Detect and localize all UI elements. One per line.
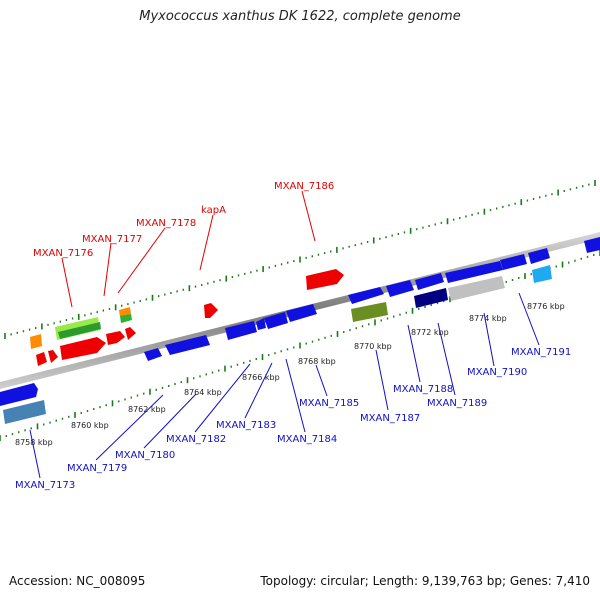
- gene-kapA[interactable]: [204, 303, 218, 318]
- kbp-label: 8762 kbp: [128, 405, 166, 414]
- gene-7187[interactable]: [351, 302, 388, 322]
- gene-label[interactable]: MXAN_7190: [467, 367, 527, 378]
- gene-7172[interactable]: [0, 383, 38, 406]
- accession-text: Accession: NC_008095: [9, 574, 146, 588]
- forward-gene-labels: MXAN_7176 MXAN_7177 MXAN_7178 kapA MXAN_…: [33, 181, 334, 259]
- gene-label[interactable]: MXAN_7191: [511, 347, 571, 358]
- kbp-label: 8758 kbp: [15, 438, 53, 447]
- gene-label[interactable]: MXAN_7179: [67, 463, 127, 474]
- kbp-label: 8764 kbp: [184, 388, 222, 397]
- genome-summary-text: Topology: circular; Length: 9,139,763 bp…: [260, 574, 590, 588]
- gene-label[interactable]: MXAN_7183: [216, 420, 276, 431]
- gene-kapA-b[interactable]: [120, 314, 132, 323]
- gene-label[interactable]: MXAN_7187: [360, 413, 420, 424]
- gene-label[interactable]: MXAN_7176: [33, 248, 93, 259]
- gene-7184[interactable]: [264, 312, 288, 329]
- gene-7188a[interactable]: [348, 287, 384, 304]
- gene-7183[interactable]: [256, 318, 266, 330]
- gene-7173[interactable]: [3, 400, 46, 424]
- gene-7175[interactable]: [36, 352, 47, 366]
- gene-7182[interactable]: [225, 321, 257, 340]
- kbp-label: 8768 kbp: [298, 357, 336, 366]
- kbp-label: 8774 kbp: [469, 314, 507, 323]
- gene-label[interactable]: MXAN_7178: [136, 218, 196, 229]
- gene-7178[interactable]: [106, 331, 125, 345]
- reverse-label-connectors: [29, 292, 540, 479]
- gene-7175b[interactable]: [48, 350, 58, 363]
- forward-label-connectors: [61, 190, 316, 308]
- kbp-label: 8776 kbp: [527, 302, 565, 311]
- gene-7174[interactable]: [30, 334, 42, 349]
- forward-genes: [30, 269, 344, 366]
- gene-7190a[interactable]: [445, 261, 503, 283]
- kbp-label: 8766 kbp: [242, 373, 280, 382]
- gene-label[interactable]: MXAN_7186: [274, 181, 334, 192]
- gene-7191b[interactable]: [528, 248, 550, 264]
- gene-label[interactable]: MXAN_7188: [393, 384, 453, 395]
- gene-7191c[interactable]: [532, 265, 552, 283]
- gene-label[interactable]: MXAN_7185: [299, 398, 359, 409]
- kbp-label: 8772 kbp: [411, 328, 449, 337]
- map-title: Myxococcus xanthus DK 1622, complete gen…: [139, 9, 461, 24]
- gene-7191a[interactable]: [500, 254, 527, 270]
- gene-label[interactable]: kapA: [201, 205, 226, 216]
- kbp-label: 8770 kbp: [354, 342, 392, 351]
- gene-label[interactable]: MXAN_7173: [15, 480, 75, 491]
- gene-label[interactable]: MXAN_7184: [277, 434, 337, 445]
- gene-7176b[interactable]: [58, 322, 101, 339]
- gene-kapA-a[interactable]: [119, 307, 131, 317]
- gene-7189b[interactable]: [414, 288, 448, 308]
- kbp-label: 8760 kbp: [71, 421, 109, 430]
- gene-label[interactable]: MXAN_7180: [115, 450, 175, 461]
- gene-7190b[interactable]: [448, 276, 505, 301]
- gene-7180[interactable]: [165, 335, 210, 355]
- gene-7177[interactable]: [60, 337, 106, 360]
- gene-7179[interactable]: [144, 348, 162, 361]
- forward-scale-ticks: [4, 180, 596, 339]
- gene-7188b[interactable]: [386, 280, 414, 297]
- reverse-gene-labels: MXAN_7173 MXAN_7179 MXAN_7180 MXAN_7182 …: [15, 347, 571, 491]
- gene-7186[interactable]: [306, 269, 344, 290]
- gene-label[interactable]: MXAN_7177: [82, 234, 142, 245]
- reverse-genes: [0, 237, 600, 424]
- gene-7185[interactable]: [286, 304, 317, 322]
- kbp-scale-labels: 8758 kbp 8760 kbp 8762 kbp 8764 kbp 8766…: [15, 302, 565, 447]
- gene-7192[interactable]: [584, 237, 600, 253]
- gene-7178b[interactable]: [125, 327, 136, 340]
- gene-label[interactable]: MXAN_7182: [166, 434, 226, 445]
- gene-7189a[interactable]: [415, 273, 444, 290]
- gene-label[interactable]: MXAN_7189: [427, 398, 487, 409]
